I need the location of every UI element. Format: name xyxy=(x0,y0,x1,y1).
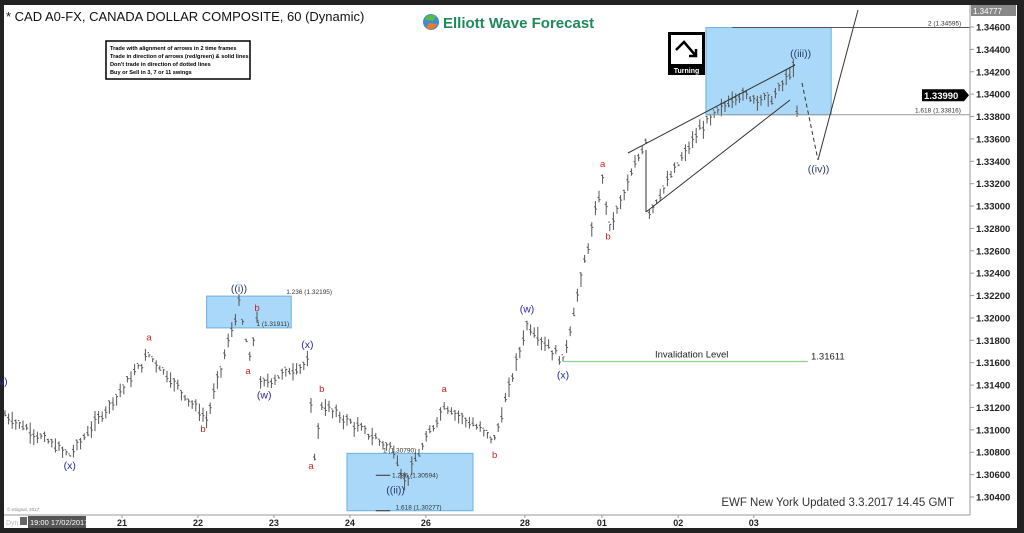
fib-level-label: 1 (1.30790) xyxy=(383,447,416,454)
high-tag-label: 1.34777 xyxy=(973,7,1002,16)
y-tick-label: 1.34000 xyxy=(976,90,1010,101)
wave-label: (x) xyxy=(64,460,76,472)
last-price-label: 1.33990 xyxy=(924,91,958,102)
updated-note: EWF New York Updated 3.3.2017 14.45 GMT xyxy=(721,497,954,509)
copyright: © eSignal, 2017 xyxy=(7,506,40,512)
rule-4: Buy or Sell in 3, 7 or 11 swings xyxy=(110,70,192,76)
rule-2: Trade in direction of arrows (red/green)… xyxy=(110,54,249,60)
wave-label: a xyxy=(600,159,606,170)
chart-background xyxy=(4,5,1017,528)
y-tick-label: 1.31400 xyxy=(976,381,1010,392)
fib-level-label: 1 (1.31911) xyxy=(256,321,289,328)
invalidation-value: 1.31611 xyxy=(811,351,845,362)
y-tick-label: 1.32600 xyxy=(976,246,1010,257)
y-tick-label: 1.34600 xyxy=(976,23,1010,34)
wave-label: b xyxy=(605,232,610,243)
y-tick-label: 1.32400 xyxy=(976,269,1010,280)
last-price-tag xyxy=(922,89,969,102)
wave-label: a xyxy=(308,461,314,472)
y-tick-label: 1.33800 xyxy=(976,112,1010,123)
fib-level-label: 1.236 (1.32195) xyxy=(286,289,332,296)
x-tick-label: 01 xyxy=(597,518,607,528)
fib-level-label: 1.618 (1.30277) xyxy=(396,505,442,512)
wave-label: (x) xyxy=(557,369,569,381)
wave-label: ((ii)) xyxy=(386,485,405,497)
wave-label: a xyxy=(146,332,152,343)
y-tick-label: 1.32000 xyxy=(976,313,1010,324)
turning-arrow-icon xyxy=(675,40,698,58)
x-tick-label: 26 xyxy=(421,518,431,528)
wave-label: ((iii)) xyxy=(790,48,811,60)
wave-label: ((iv)) xyxy=(808,163,830,175)
chart-title: * CAD A0-FX, CANADA DOLLAR COMPOSITE, 60… xyxy=(6,9,364,24)
wave-label: a xyxy=(442,384,448,395)
y-tick-label: 1.32200 xyxy=(976,291,1010,302)
y-tick-label: 1.34400 xyxy=(976,45,1010,56)
brand-logo: Elliott Wave Forecast xyxy=(423,14,594,32)
fib-level-label: 2 (1.34595) xyxy=(928,21,961,28)
y-tick-label: 1.31800 xyxy=(976,336,1010,347)
y-tick-label: 1.33200 xyxy=(976,179,1010,190)
wave-label: a xyxy=(245,366,251,377)
invalidation-label: Invalidation Level xyxy=(655,349,728,360)
wave-label: b xyxy=(492,450,497,461)
wave-label: (w) xyxy=(257,390,272,402)
rules-box: Trade with alignment of arrows in 2 time… xyxy=(105,40,251,80)
y-tick-label: 1.34200 xyxy=(976,67,1010,78)
y-tick-label: 1.31200 xyxy=(976,403,1010,414)
dyn-label: Dyn xyxy=(6,520,19,527)
start-time: 19:00 17/02/2017 xyxy=(30,518,88,527)
high-tag xyxy=(971,5,1016,16)
y-tick-label: 1.31000 xyxy=(976,425,1010,436)
x-tick-label: 24 xyxy=(345,518,355,528)
fib-box xyxy=(346,452,474,512)
y-tick-label: 1.30800 xyxy=(976,448,1010,459)
y-tick-label: 1.33400 xyxy=(976,157,1010,168)
y-tick-label: 1.32800 xyxy=(976,224,1010,235)
projection-v-line xyxy=(817,9,859,161)
wave-label: b xyxy=(254,303,259,314)
x-tick-label: 23 xyxy=(269,518,279,528)
calendar-icon[interactable] xyxy=(20,517,27,525)
wave-label: v) xyxy=(0,376,8,388)
fib-level-label: 1.236 (1.30594) xyxy=(392,472,438,479)
x-tick-label: 21 xyxy=(117,518,127,528)
rule-3: Don't trade in direction of dotted lines xyxy=(110,62,211,68)
wedge-lower-line xyxy=(645,99,791,213)
x-tick-label: 22 xyxy=(193,518,203,528)
wave-label: (w) xyxy=(520,303,535,315)
wedge-upper-line xyxy=(627,64,796,154)
fib-level-label: 1.618 (1.33816) xyxy=(915,108,961,115)
y-tick-label: 1.33600 xyxy=(976,134,1010,145)
turning-label: Turning xyxy=(674,68,700,75)
x-tick-label: 02 xyxy=(673,518,683,528)
wave-label: b xyxy=(319,384,324,395)
projection-iv-dashed xyxy=(801,82,819,161)
brand-name: Elliott Wave Forecast xyxy=(443,15,594,32)
x-tick-label: 28 xyxy=(520,518,530,528)
turning-badge: Turning xyxy=(668,32,705,75)
x-tick-label: 03 xyxy=(749,518,759,528)
y-tick-label: 1.33000 xyxy=(976,202,1010,213)
y-tick-label: 1.30400 xyxy=(976,492,1010,503)
wave-label: (x) xyxy=(301,339,313,351)
wave-label: ((i)) xyxy=(231,283,247,295)
y-tick-label: 1.31600 xyxy=(976,358,1010,369)
wave-label: b xyxy=(200,424,205,435)
start-time-tag xyxy=(28,516,86,528)
rule-1: Trade with alignment of arrows in 2 time… xyxy=(110,46,237,52)
fib-box xyxy=(206,295,292,329)
y-tick-label: 1.30600 xyxy=(976,470,1010,481)
